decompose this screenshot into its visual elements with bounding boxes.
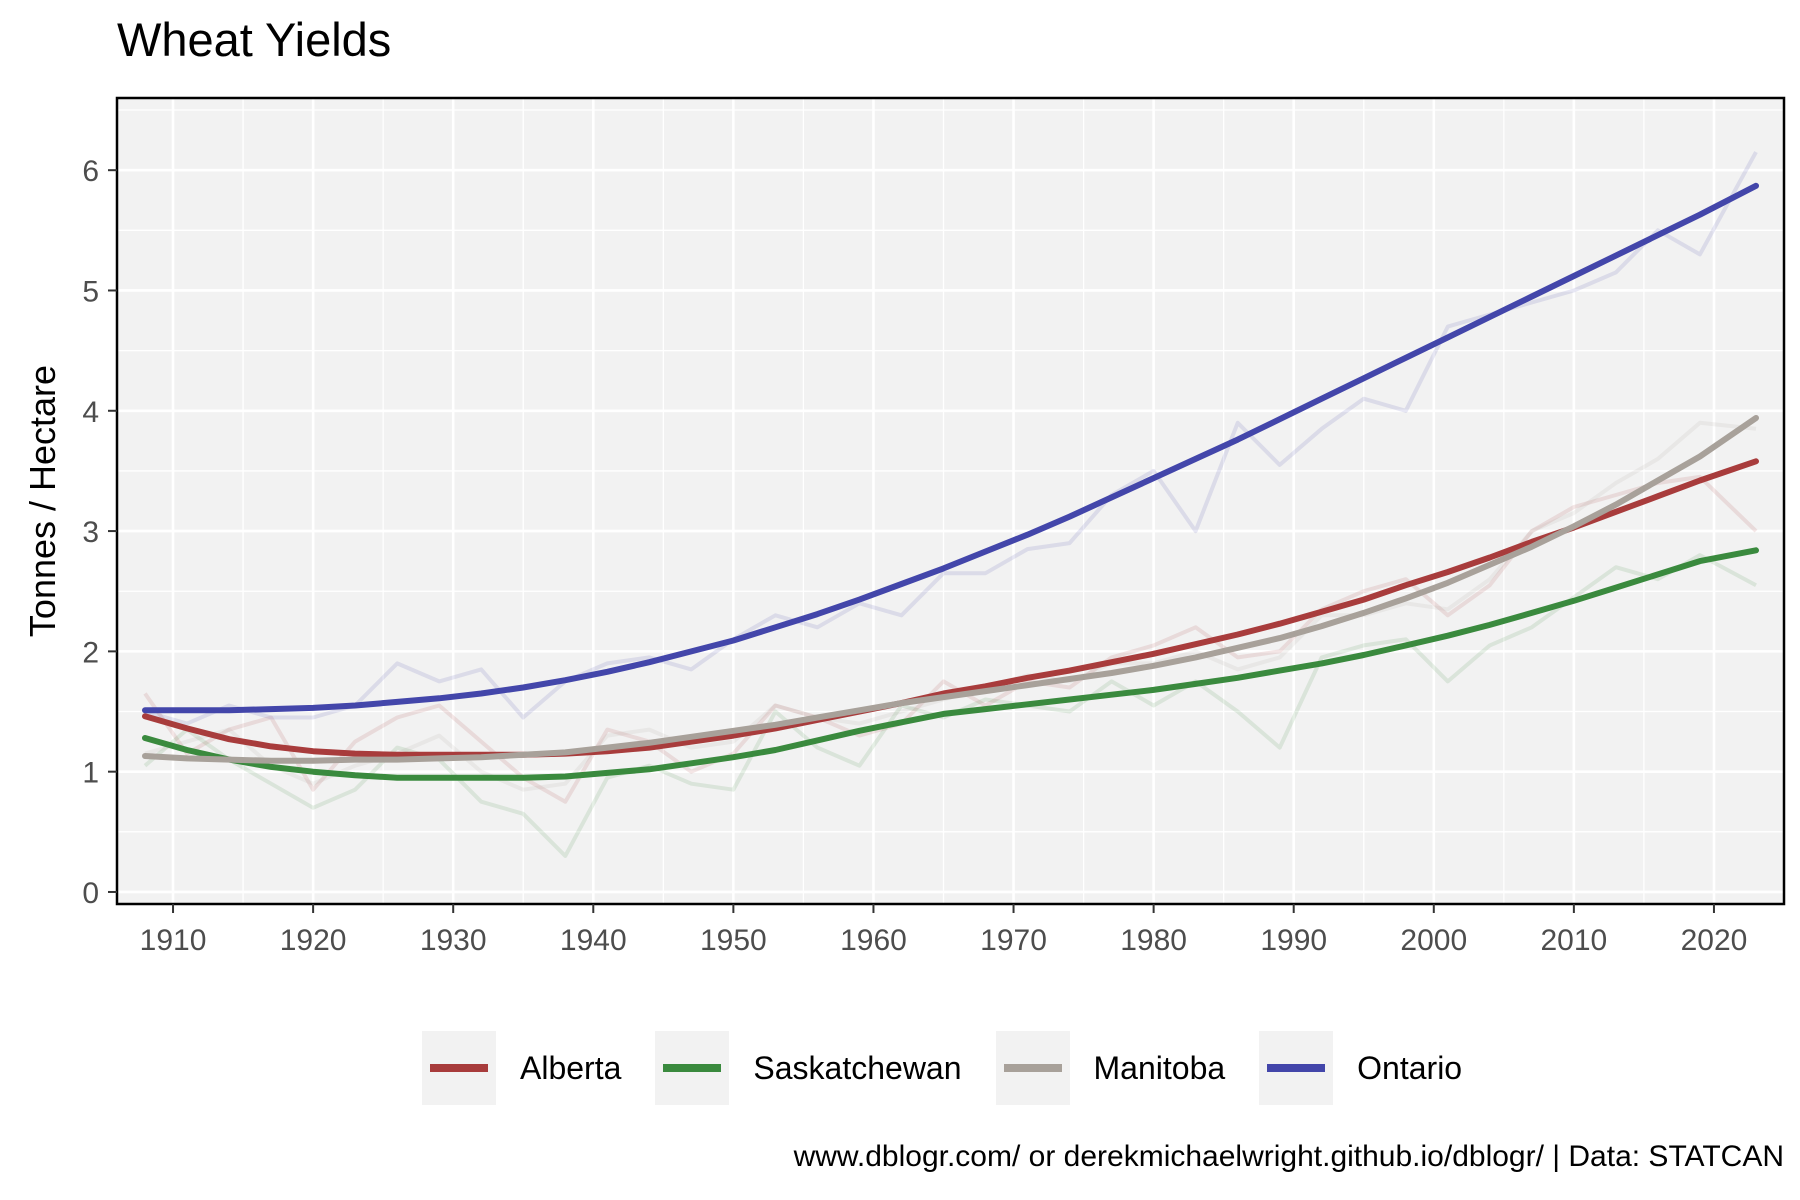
y-tick-label: 1 bbox=[82, 757, 99, 790]
legend-key-alberta bbox=[422, 1031, 496, 1105]
panel-background bbox=[117, 98, 1784, 904]
y-tick-label: 0 bbox=[82, 877, 99, 910]
legend-item-ontario: Ontario bbox=[1259, 1031, 1462, 1105]
smoothed-series-lines bbox=[142, 182, 1759, 781]
raw-line-saskatchewan bbox=[143, 553, 1757, 858]
smooth-line-saskatchewan bbox=[142, 547, 1759, 781]
x-tick-label: 1980 bbox=[1120, 924, 1187, 957]
legend-swatch-ontario bbox=[1267, 1064, 1326, 1072]
legend-label-ontario: Ontario bbox=[1357, 1049, 1463, 1086]
x-tick-label: 1950 bbox=[700, 924, 767, 957]
x-tick-label: 1930 bbox=[420, 924, 487, 957]
y-tick-label: 3 bbox=[82, 516, 99, 549]
chart-title: Wheat Yields bbox=[117, 13, 392, 66]
x-tick-label: 2000 bbox=[1400, 924, 1467, 957]
x-tick-label: 1920 bbox=[280, 924, 347, 957]
x-tick-label: 1960 bbox=[840, 924, 907, 957]
legend-item-alberta: Alberta bbox=[422, 1031, 621, 1105]
y-tick-label: 2 bbox=[82, 636, 99, 669]
y-axis-label: Tonnes / Hectare bbox=[22, 365, 63, 637]
smooth-line-ontario bbox=[142, 182, 1759, 714]
raw-series-lines bbox=[143, 151, 1758, 858]
legend: Alberta Saskatchewan Manitoba Ontario bbox=[422, 1031, 1496, 1105]
y-tick-label: 4 bbox=[82, 396, 99, 429]
legend-swatch-saskatchewan bbox=[663, 1064, 722, 1072]
legend-key-saskatchewan bbox=[655, 1031, 730, 1105]
x-tick-label: 2020 bbox=[1681, 924, 1748, 957]
y-tick-label: 6 bbox=[82, 155, 99, 188]
grid bbox=[117, 98, 1785, 904]
y-axis: 0 1 2 3 4 5 6 bbox=[82, 155, 117, 910]
legend-key-manitoba bbox=[995, 1031, 1070, 1105]
legend-swatch-alberta bbox=[430, 1064, 488, 1072]
legend-label-alberta: Alberta bbox=[520, 1049, 622, 1086]
x-axis: 1910 1920 1930 1940 1950 1960 1970 1980 1990 2000… bbox=[140, 904, 1748, 957]
smooth-line-manitoba bbox=[142, 415, 1759, 764]
legend-label-saskatchewan: Saskatchewan bbox=[753, 1049, 962, 1086]
raw-line-ontario bbox=[144, 151, 1758, 726]
x-tick-label: 1910 bbox=[140, 924, 207, 957]
x-tick-label: 1990 bbox=[1260, 924, 1327, 957]
legend-key-ontario bbox=[1259, 1031, 1334, 1105]
smooth-line-alberta bbox=[142, 458, 1759, 758]
y-tick-label: 5 bbox=[82, 275, 99, 308]
caption: www.dblogr.com/ or derekmichaelwright.gi… bbox=[793, 1140, 1784, 1173]
legend-swatch-manitoba bbox=[1003, 1064, 1062, 1072]
panel-border bbox=[115, 96, 1786, 906]
legend-label-manitoba: Manitoba bbox=[1093, 1049, 1226, 1086]
raw-line-alberta bbox=[143, 474, 1758, 804]
x-tick-label: 1970 bbox=[980, 924, 1047, 957]
x-tick-label: 2010 bbox=[1540, 924, 1607, 957]
legend-item-manitoba: Manitoba bbox=[995, 1031, 1226, 1105]
x-tick-label: 1940 bbox=[560, 924, 627, 957]
legend-item-saskatchewan: Saskatchewan bbox=[655, 1031, 962, 1105]
